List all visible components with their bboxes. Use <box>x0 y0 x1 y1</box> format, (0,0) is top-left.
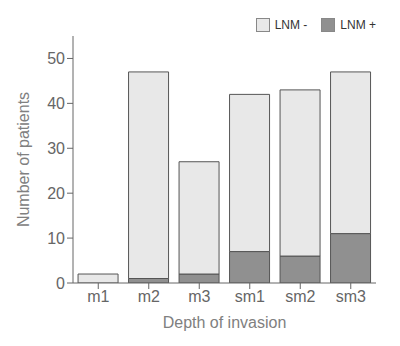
svg-text:30: 30 <box>47 140 65 157</box>
svg-text:sm2: sm2 <box>285 288 315 305</box>
svg-text:10: 10 <box>47 230 65 247</box>
svg-text:m1: m1 <box>87 288 109 305</box>
svg-text:20: 20 <box>47 185 65 202</box>
svg-text:Depth of invasion: Depth of invasion <box>163 314 287 331</box>
svg-text:40: 40 <box>47 95 65 112</box>
html-text:LNM +: LNM + <box>340 18 376 32</box>
svg-text:sm1: sm1 <box>235 288 265 305</box>
svg-text:m3: m3 <box>188 288 210 305</box>
svg-text:Number of patients: Number of patients <box>15 92 32 227</box>
svg-text:sm3: sm3 <box>336 288 366 305</box>
svg-text:m2: m2 <box>138 288 160 305</box>
html-text:LNM -: LNM - <box>274 18 308 32</box>
svg-text:50: 50 <box>47 50 65 67</box>
svg-text:0: 0 <box>56 275 65 292</box>
